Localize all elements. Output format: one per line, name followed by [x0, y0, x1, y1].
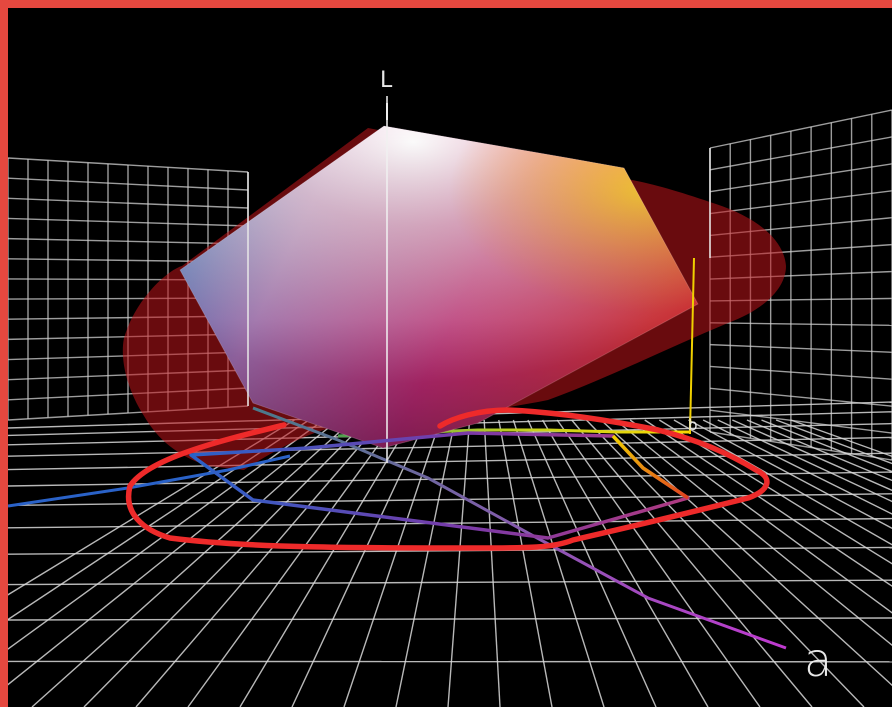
floor-grid-line-depth [483, 419, 501, 707]
floor-grid-line-row [8, 546, 892, 555]
floor-grid-line-depth [8, 419, 339, 686]
grid-line-horizontal [709, 109, 892, 149]
floor-grid-line-depth [717, 419, 892, 503]
floor-grid-line-row [8, 517, 892, 529]
grid-line-horizontal [709, 343, 892, 354]
floor-grid-line-depth [83, 419, 368, 707]
grid-line-horizontal [709, 322, 892, 327]
floor-grid-line-row [8, 493, 892, 507]
floor-grid-line-depth [527, 419, 657, 707]
floor-grid-line-row [8, 617, 892, 621]
large-gamut-projection [125, 407, 770, 551]
lab-gamut-3d-view: L b a [8, 8, 892, 707]
floor-grid-line-depth [761, 419, 892, 473]
floor-grid-line-depth [512, 419, 605, 707]
gamut-scene: L b a [8, 68, 892, 707]
grid-line-horizontal [8, 197, 249, 209]
floor-grid-line-depth [629, 419, 892, 614]
b-axis-label: b [688, 416, 698, 434]
grid-line-horizontal [709, 190, 892, 215]
grid-line-horizontal [709, 409, 892, 434]
grid-line-horizontal [8, 177, 249, 191]
floor-grid-line-depth [746, 419, 892, 482]
floor-grid-line-depth [732, 419, 892, 492]
b-axis-vertical [689, 257, 695, 433]
grid-line-horizontal [8, 217, 249, 227]
floor-grid-line-depth [615, 419, 892, 647]
floor-grid-line-depth [541, 419, 709, 707]
floor-grid-line-row [8, 436, 892, 457]
grid-line-horizontal [709, 365, 892, 380]
floor-grid-line-depth [688, 419, 892, 530]
floor-grid-line-depth [644, 419, 892, 587]
a-axis [252, 406, 787, 650]
floor-grid-line-depth [395, 419, 456, 707]
grid-line-horizontal [709, 431, 892, 461]
floor-grid-line-depth [8, 419, 325, 650]
floor-grid-line-depth [135, 419, 383, 707]
floor-grid-line-depth [8, 419, 295, 596]
floor-grid-line-depth [239, 419, 412, 707]
small-gamut-projection-yellow [611, 434, 689, 500]
floor-grid-line-row [8, 579, 892, 586]
floor-grid-line-depth [447, 419, 471, 707]
floor-grid-line-depth [585, 419, 865, 707]
floor-grid-line-depth [571, 419, 813, 707]
floor-grid-line-depth [702, 419, 892, 515]
floor-grid-line-depth [498, 419, 553, 707]
floor-grid-line-depth [556, 419, 761, 707]
grid-line-horizontal [709, 163, 892, 193]
floor-grid-line-depth [775, 419, 892, 465]
floor-grid-line-depth [600, 419, 892, 687]
floor-grid [8, 401, 892, 707]
floor-grid-line-depth [343, 419, 442, 707]
floor-grid-line-depth [31, 419, 354, 707]
grid-line-horizontal [8, 157, 249, 173]
a-axis-label: a [804, 633, 832, 687]
l-axis-label: L [380, 68, 393, 93]
grid-line-horizontal [8, 237, 249, 245]
b-axis-negative [8, 454, 291, 508]
floor-grid-line-row [8, 452, 892, 471]
floor-grid-line-depth [187, 419, 398, 707]
small-gamut-solid [179, 125, 699, 449]
grid-line-horizontal [709, 136, 892, 171]
